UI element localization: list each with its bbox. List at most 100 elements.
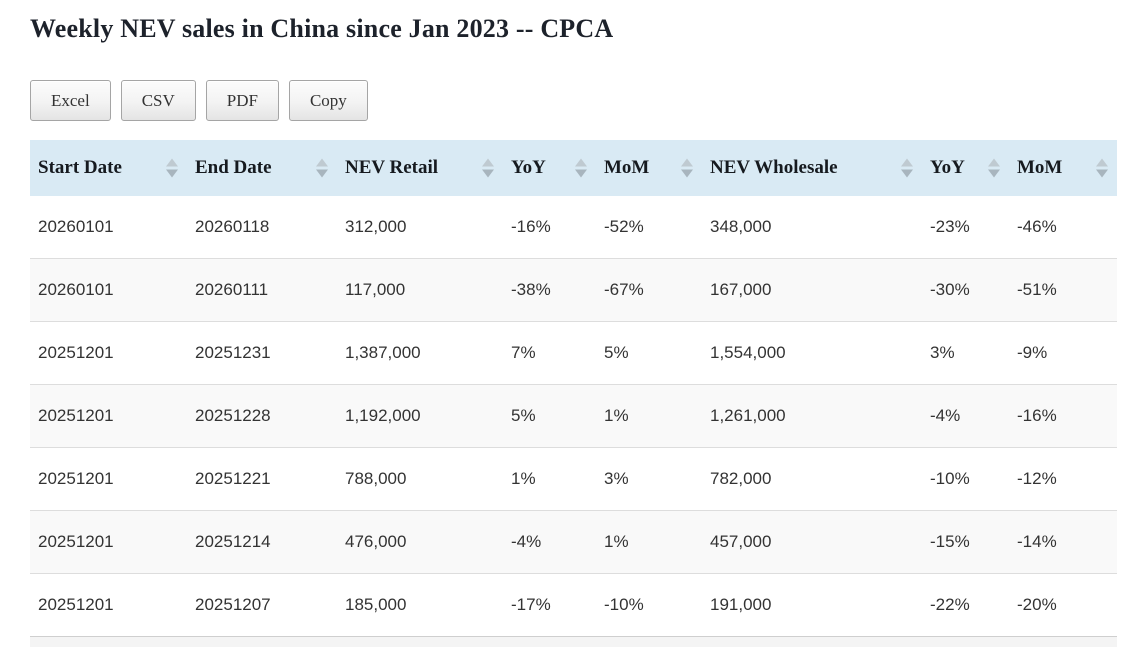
table-row: 20251201 20251228 1,192,000 5% 1% 1,261,000 -4… [30, 384, 1117, 448]
column-label: NEV Retail [345, 157, 439, 178]
sort-down-icon [901, 169, 913, 178]
table-cell [922, 637, 1009, 647]
table-cell: -67% [604, 280, 644, 299]
table-cell: 20251231 [195, 343, 271, 362]
sort-up-icon [575, 158, 587, 167]
sort-icons [681, 158, 693, 178]
column-label: End Date [195, 157, 272, 178]
table-cell: 1% [511, 469, 536, 488]
sort-up-icon [1096, 158, 1108, 167]
column-label: Start Date [38, 157, 122, 178]
csv-button[interactable]: CSV [120, 80, 196, 121]
table-cell: 20251201 [38, 469, 114, 488]
sort-icons [901, 158, 913, 178]
table-cell: 5% [604, 343, 629, 362]
table-cell: 3% [930, 343, 955, 362]
table-cell: -52% [604, 217, 644, 236]
table-cell: -20% [1017, 595, 1057, 614]
sort-up-icon [316, 158, 328, 167]
table-cell: 348,000 [710, 217, 772, 236]
table-cell: -10% [604, 595, 644, 614]
column-header-nev-wholesale[interactable]: NEV Wholesale [702, 140, 922, 196]
sort-icons [316, 158, 328, 178]
table-cell: 1,192,000 [345, 406, 421, 425]
header-row: Start Date End Date NEV Retail YoY MoM [30, 140, 1117, 196]
column-header-nev-retail[interactable]: NEV Retail [337, 140, 503, 196]
export-toolbar: Excel CSV PDF Copy [30, 80, 1125, 121]
table-cell: -22% [930, 595, 970, 614]
column-header-end-date[interactable]: End Date [187, 140, 337, 196]
table-cell: 20260118 [195, 217, 270, 236]
column-label: MoM [604, 157, 650, 178]
table-cell [337, 637, 503, 647]
table-cell: 5% [511, 406, 536, 425]
table-row: 20251201 20251221 788,000 1% 3% 782,000 -10% -1… [30, 447, 1117, 511]
table-cell: 20251201 [38, 343, 114, 362]
table-cell: -4% [930, 406, 961, 425]
table-cell: 1,261,000 [710, 406, 786, 425]
table-cell: -4% [511, 532, 542, 551]
table-row: 20260101 20260111 117,000 -38% -67% 167,000 -3… [30, 258, 1117, 322]
column-label: MoM [1017, 157, 1063, 178]
table-cell: 476,000 [345, 532, 407, 551]
table-row-partial [30, 636, 1117, 647]
table-cell: -23% [930, 217, 970, 236]
column-label: YoY [511, 157, 546, 178]
table-row: 20260101 20260118 312,000 -16% -52% 348,000 -2… [30, 196, 1117, 259]
table-cell: 457,000 [710, 532, 772, 551]
sort-icons [482, 158, 494, 178]
sort-up-icon [482, 158, 494, 167]
table-cell: -51% [1017, 280, 1057, 299]
sort-down-icon [1096, 169, 1108, 178]
sort-down-icon [988, 169, 1000, 178]
sort-icons [575, 158, 587, 178]
sort-up-icon [166, 158, 178, 167]
table-cell: -30% [930, 280, 970, 299]
table-cell: 20260101 [38, 280, 114, 299]
sort-icons [1096, 158, 1108, 178]
table-header: Start Date End Date NEV Retail YoY MoM [30, 140, 1117, 196]
table-cell: -12% [1017, 469, 1057, 488]
column-header-wholesale-mom[interactable]: MoM [1009, 140, 1117, 196]
table-cell [187, 637, 337, 647]
table-cell: 20251221 [195, 469, 271, 488]
pdf-button[interactable]: PDF [205, 80, 279, 121]
table-cell: 20251214 [195, 532, 271, 551]
copy-button[interactable]: Copy [288, 80, 368, 121]
table-cell: -17% [511, 595, 551, 614]
table-cell [30, 637, 187, 647]
sort-icons [166, 158, 178, 178]
table-cell: -15% [930, 532, 970, 551]
table-cell: 20251201 [38, 595, 114, 614]
table-cell: -9% [1017, 343, 1048, 362]
table-cell: 312,000 [345, 217, 407, 236]
table-cell: 20251201 [38, 532, 114, 551]
column-header-wholesale-yoy[interactable]: YoY [922, 140, 1009, 196]
table-row: 20251201 20251207 185,000 -17% -10% 191,000 -2… [30, 573, 1117, 637]
sort-up-icon [681, 158, 693, 167]
nev-sales-table: Start Date End Date NEV Retail YoY MoM [30, 140, 1117, 647]
sort-down-icon [482, 169, 494, 178]
sort-down-icon [166, 169, 178, 178]
table-cell: 7% [511, 343, 536, 362]
table-cell: 20251201 [38, 406, 114, 425]
sort-up-icon [901, 158, 913, 167]
table-cell: 20260101 [38, 217, 114, 236]
excel-button[interactable]: Excel [30, 80, 111, 121]
table-cell: 1,554,000 [710, 343, 786, 362]
table-cell: 191,000 [710, 595, 772, 614]
table-cell: -38% [511, 280, 551, 299]
table-cell [1009, 637, 1117, 647]
column-header-start-date[interactable]: Start Date [30, 140, 187, 196]
table-cell: -16% [1017, 406, 1057, 425]
table-cell: 788,000 [345, 469, 407, 488]
table-cell [596, 637, 702, 647]
column-header-retail-mom[interactable]: MoM [596, 140, 702, 196]
sort-down-icon [575, 169, 587, 178]
table-cell: 20260111 [195, 280, 269, 299]
table-cell: 20251228 [195, 406, 271, 425]
sort-down-icon [681, 169, 693, 178]
sort-down-icon [316, 169, 328, 178]
column-header-retail-yoy[interactable]: YoY [503, 140, 596, 196]
